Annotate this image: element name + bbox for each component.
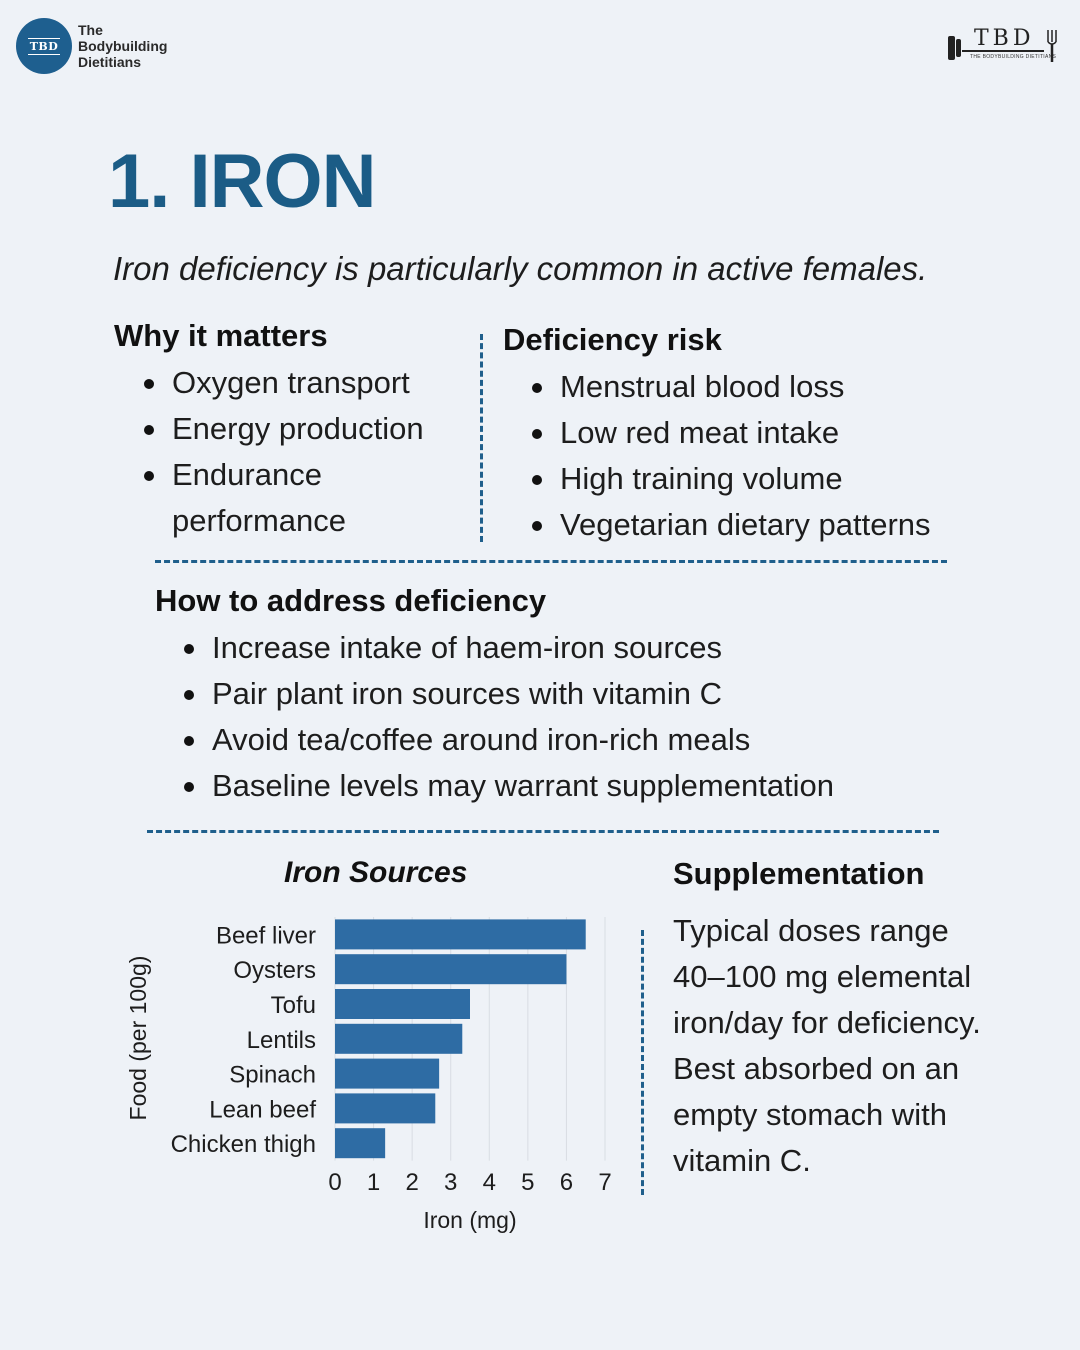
chart-category-label: Lentils bbox=[247, 1027, 316, 1054]
list-item: Increase intake of haem-iron sources bbox=[156, 625, 1016, 671]
fork-icon bbox=[1047, 30, 1057, 62]
page-subtitle: Iron deficiency is particularly common i… bbox=[113, 250, 928, 287]
brand-logo-text: TBD bbox=[27, 37, 61, 55]
chart-bar bbox=[335, 1058, 440, 1089]
chart-tick-label: 0 bbox=[328, 1169, 341, 1196]
iron-sources-chart: Beef liver Oysters Tofu Lentils Spinach Lean … bbox=[125, 917, 612, 1233]
chart-title: Iron Sources bbox=[284, 856, 468, 889]
chart-bar bbox=[335, 1023, 463, 1054]
brand-logo-icon: TBD bbox=[16, 18, 72, 74]
barbell-icon bbox=[962, 50, 1044, 52]
list-item: Vegetarian dietary patterns bbox=[504, 502, 1044, 548]
chart-category-label: Oysters bbox=[233, 957, 316, 984]
chart-tick-label: 7 bbox=[598, 1169, 611, 1196]
chart-tick-label: 5 bbox=[521, 1169, 534, 1196]
section-divider bbox=[147, 830, 939, 833]
chart-bar bbox=[335, 989, 470, 1019]
column-divider bbox=[480, 334, 483, 542]
list-item: Menstrual blood loss bbox=[504, 364, 1044, 410]
chart-category-label: Lean beef bbox=[209, 1096, 316, 1123]
address-heading: How to address deficiency bbox=[155, 583, 547, 618]
list-item: Energy production bbox=[116, 406, 466, 452]
chart-category-label: Tofu bbox=[271, 992, 316, 1019]
chart-bar bbox=[335, 919, 586, 950]
chart-bar bbox=[335, 1128, 386, 1159]
chart-category-label: Spinach bbox=[229, 1062, 316, 1089]
brand-header: TBD The Bodybuilding Dietitians bbox=[16, 18, 188, 74]
chart-category-label: Beef liver bbox=[216, 922, 316, 949]
list-item: High training volume bbox=[504, 456, 1044, 502]
supplementation-text: Typical doses range 40–100 mg elemental … bbox=[673, 913, 981, 1178]
supplementation-heading: Supplementation bbox=[673, 856, 925, 891]
chart-tick-label: 2 bbox=[405, 1169, 418, 1196]
why-it-matters-heading: Why it matters bbox=[114, 318, 328, 353]
list-item: Endurance performance bbox=[116, 452, 466, 544]
list-item: Baseline levels may warrant supplementat… bbox=[156, 763, 1016, 809]
page-title: 1. IRON bbox=[108, 139, 376, 224]
section-divider bbox=[155, 560, 947, 563]
chart-x-axis-label: Iron (mg) bbox=[423, 1207, 516, 1233]
brand-name-line: Dietitians bbox=[78, 54, 142, 70]
chart-bar bbox=[335, 1093, 436, 1124]
chart-bar bbox=[335, 954, 567, 985]
chart-tick-label: 6 bbox=[560, 1169, 573, 1196]
corner-logo-text: TBD bbox=[974, 26, 1035, 51]
brand-name: The Bodybuilding Dietitians bbox=[78, 22, 188, 70]
address-list: Increase intake of haem-iron sources Pai… bbox=[156, 625, 1016, 809]
deficiency-risk-list: Menstrual blood loss Low red meat intake… bbox=[504, 364, 1044, 548]
corner-logo: TBD THE BODYBUILDING DIETITIANS bbox=[948, 26, 1060, 66]
why-it-matters-list: Oxygen transport Energy production Endur… bbox=[116, 360, 466, 544]
dumbbell-plate-icon bbox=[948, 36, 955, 60]
deficiency-risk-heading: Deficiency risk bbox=[503, 322, 722, 357]
list-item: Oxygen transport bbox=[116, 360, 466, 406]
chart-tick-label: 3 bbox=[444, 1169, 457, 1196]
chart-y-axis-label: Food (per 100g) bbox=[125, 956, 151, 1121]
chart-tick-label: 4 bbox=[483, 1169, 496, 1196]
chart-category-label: Chicken thigh bbox=[171, 1131, 316, 1158]
column-divider bbox=[641, 930, 644, 1195]
brand-name-line: Bodybuilding bbox=[78, 38, 168, 54]
list-item: Avoid tea/coffee around iron-rich meals bbox=[156, 717, 1016, 763]
chart-tick-label: 1 bbox=[367, 1169, 380, 1196]
corner-logo-subtext: THE BODYBUILDING DIETITIANS bbox=[970, 54, 1057, 60]
list-item: Pair plant iron sources with vitamin C bbox=[156, 671, 1016, 717]
dumbbell-plate-icon bbox=[956, 39, 961, 57]
list-item: Low red meat intake bbox=[504, 410, 1044, 456]
brand-name-line: The bbox=[78, 22, 103, 38]
